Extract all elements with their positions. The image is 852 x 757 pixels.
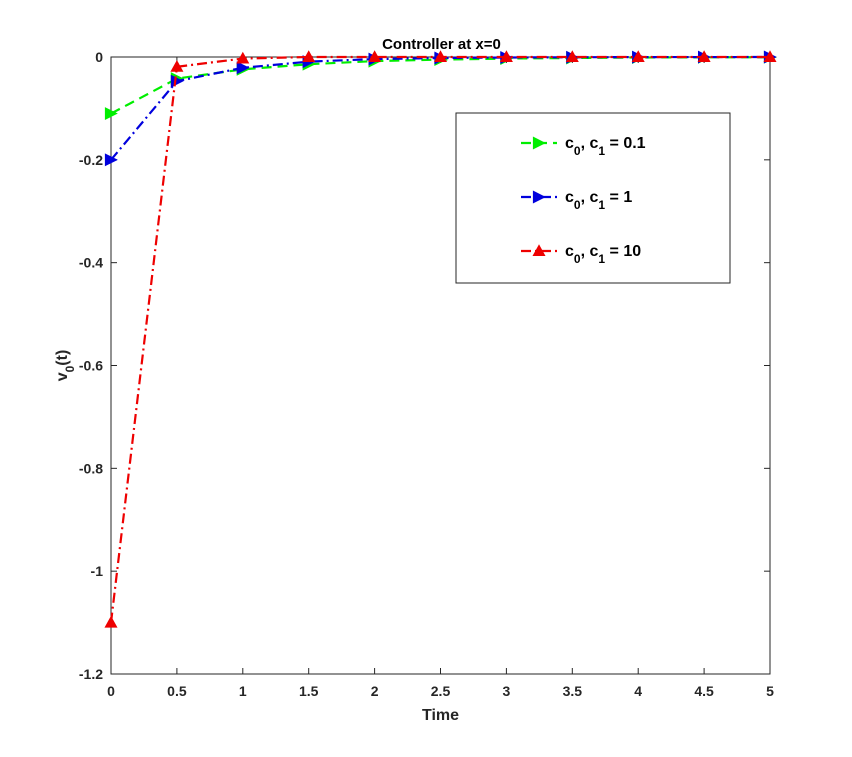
series-3 xyxy=(104,50,777,628)
data-point xyxy=(104,615,118,628)
x-tick-label: 4.5 xyxy=(694,683,714,699)
y-tick-label: -1 xyxy=(91,563,104,579)
y-axis-label: v0(t) xyxy=(54,350,77,382)
legend-entry: c0, c1 = 10 xyxy=(521,243,641,266)
legend-label-part: , c xyxy=(581,189,599,206)
x-tick-label: 4 xyxy=(634,683,642,699)
data-point xyxy=(368,50,382,63)
legend-label-subscript: 1 xyxy=(598,144,605,158)
legend: c0, c1 = 0.1c0, c1 = 1c0, c1 = 10 xyxy=(455,112,731,284)
legend-items: c0, c1 = 0.1c0, c1 = 1c0, c1 = 10 xyxy=(521,135,646,266)
legend-label-part: = 10 xyxy=(605,243,641,260)
data-point xyxy=(104,153,118,167)
legend-label-part: = 1 xyxy=(605,189,632,206)
legend-label-part: , c xyxy=(581,135,599,152)
series-layer xyxy=(104,50,777,628)
legend-marker xyxy=(532,136,546,150)
x-tick-label: 0 xyxy=(107,683,115,699)
y-axis-label-sub: 0 xyxy=(63,365,77,372)
legend-label-part: c xyxy=(565,189,574,206)
y-axis-label-tail: (t) xyxy=(54,350,71,366)
legend-label: c0, c1 = 1 xyxy=(565,189,632,212)
y-tick-label: -0.2 xyxy=(79,152,103,168)
y-tick-label: -1.2 xyxy=(79,666,103,682)
x-tick-label: 1 xyxy=(239,683,247,699)
x-tick-label: 3 xyxy=(503,683,511,699)
legend-label-part: c xyxy=(565,135,574,152)
data-point xyxy=(170,60,184,72)
legend-label-part: , c xyxy=(581,243,599,260)
legend-label-subscript: 0 xyxy=(574,252,581,266)
legend-label-part: c xyxy=(565,243,574,260)
y-axis-label-main: v xyxy=(54,372,71,381)
data-point xyxy=(236,61,250,75)
data-point xyxy=(499,50,513,63)
data-point xyxy=(763,50,777,63)
legend-label-subscript: 0 xyxy=(574,198,581,212)
chart-title: Controller at x=0 xyxy=(382,36,501,53)
x-tick-label: 5 xyxy=(766,683,774,699)
legend-box xyxy=(455,112,731,284)
legend-label: c0, c1 = 0.1 xyxy=(565,135,646,158)
y-tick-label: -0.4 xyxy=(79,255,103,271)
x-tick-label: 2 xyxy=(371,683,379,699)
data-point xyxy=(631,50,645,63)
legend-marker xyxy=(532,190,546,204)
legend-label-subscript: 0 xyxy=(574,144,581,158)
data-point xyxy=(104,107,118,121)
legend-label-part: = 0.1 xyxy=(605,135,646,152)
data-point xyxy=(236,51,250,64)
y-tick-label: -0.8 xyxy=(79,460,103,476)
data-point xyxy=(565,50,579,63)
x-tick-label: 2.5 xyxy=(431,683,451,699)
legend-entry: c0, c1 = 0.1 xyxy=(521,135,646,158)
data-point xyxy=(433,50,448,63)
data-point xyxy=(697,50,711,63)
x-tick-label: 3.5 xyxy=(563,683,583,699)
data-point xyxy=(302,50,316,63)
y-tick-label: -0.6 xyxy=(79,358,103,374)
legend-label-subscript: 1 xyxy=(598,198,605,212)
x-tick-label: 0.5 xyxy=(167,683,187,699)
legend-label: c0, c1 = 10 xyxy=(565,243,641,266)
legend-entry: c0, c1 = 1 xyxy=(521,189,632,212)
legend-label-subscript: 1 xyxy=(598,252,605,266)
y-tick-label: 0 xyxy=(95,49,103,65)
x-axis-label: Time xyxy=(422,707,459,724)
x-tick-label: 1.5 xyxy=(299,683,319,699)
legend-marker xyxy=(532,244,546,256)
